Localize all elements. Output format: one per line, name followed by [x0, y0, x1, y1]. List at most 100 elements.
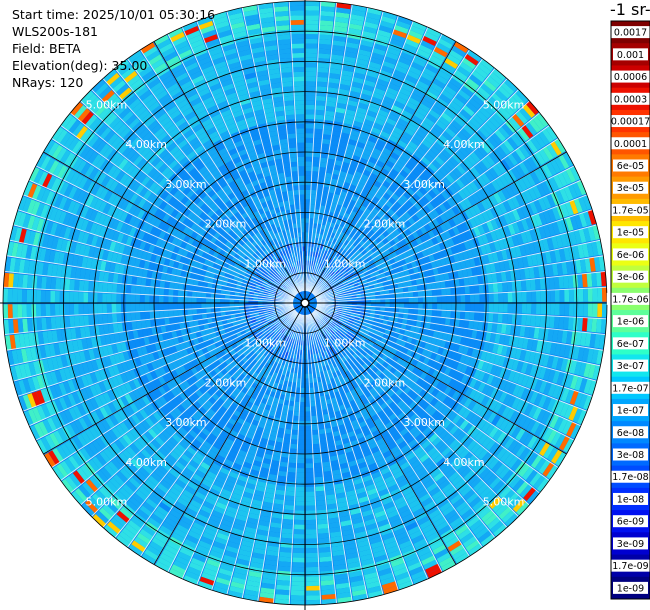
range-gate	[328, 258, 334, 264]
range-gate	[555, 189, 565, 204]
range-gate	[364, 144, 374, 152]
range-gate	[560, 203, 570, 218]
range-gate	[374, 118, 385, 126]
range-gate	[416, 314, 423, 321]
range-gate	[434, 74, 448, 85]
range-gate	[415, 106, 428, 117]
range-gate	[316, 223, 322, 230]
range-gate	[316, 81, 328, 87]
range-gate	[413, 308, 419, 315]
range-gate	[395, 20, 411, 30]
range-gate	[352, 269, 358, 275]
range-gate	[437, 266, 444, 274]
range-gate	[328, 187, 336, 194]
range-gate	[380, 303, 386, 307]
range-gate	[469, 285, 475, 294]
range-gate	[323, 250, 328, 256]
range-gate	[308, 297, 313, 301]
range-gate	[361, 242, 368, 250]
range-gate	[548, 176, 559, 191]
range-gate	[317, 273, 322, 279]
range-gate	[352, 280, 358, 285]
range-gate	[417, 198, 426, 208]
range-gate	[391, 73, 404, 83]
range-gate	[464, 208, 473, 219]
range-gate	[474, 303, 480, 312]
range-gate	[488, 151, 500, 164]
range-gate	[549, 276, 555, 290]
range-gate	[298, 425, 305, 431]
range-gate	[465, 77, 480, 90]
range-gate	[381, 126, 393, 135]
range-gate	[439, 222, 448, 232]
range-gate	[324, 206, 331, 212]
range-gate	[554, 289, 560, 302]
range-gate	[466, 169, 477, 181]
range-gate	[537, 197, 547, 211]
range-gate	[503, 225, 512, 237]
range-gate	[342, 123, 352, 130]
range-gate	[538, 211, 547, 225]
range-gate	[366, 255, 373, 262]
range-gate	[292, 557, 305, 563]
range-gate	[488, 293, 494, 303]
range-gate	[471, 70, 486, 83]
range-gate	[443, 85, 457, 97]
range-gate	[354, 67, 367, 75]
range-gate	[285, 495, 295, 501]
range-gate	[456, 213, 465, 224]
range-gate	[475, 246, 483, 256]
range-gate	[305, 251, 308, 256]
range-gate	[314, 204, 321, 210]
range-gate	[348, 281, 354, 286]
range-gate	[478, 255, 485, 265]
ray	[305, 89, 529, 303]
range-gate	[375, 160, 385, 168]
range-gate	[530, 314, 536, 327]
range-gate	[298, 435, 305, 440]
range-gate	[312, 161, 320, 167]
range-gate	[436, 295, 442, 303]
range-gate	[399, 194, 408, 203]
range-gate	[498, 238, 506, 250]
range-gate	[306, 552, 319, 558]
range-gate	[420, 121, 432, 131]
range-gate	[514, 245, 522, 257]
range-gate	[317, 62, 330, 69]
range-gate	[418, 76, 432, 86]
range-gate	[453, 116, 466, 127]
range-gate	[408, 297, 414, 303]
range-gate	[511, 150, 523, 164]
range-gate	[379, 196, 388, 204]
range-gate	[526, 156, 538, 170]
range-gate	[468, 97, 481, 110]
range-gate	[534, 133, 546, 148]
range-gate	[330, 54, 344, 61]
range-gate	[403, 308, 409, 314]
range-gate	[344, 46, 358, 54]
range-gate	[453, 41, 469, 53]
range-gate	[451, 205, 460, 216]
range-gate	[467, 195, 477, 206]
range-gate	[315, 233, 320, 239]
range-gate	[465, 101, 478, 113]
range-gate	[307, 295, 311, 300]
range-gate	[314, 119, 324, 125]
range-gate	[408, 65, 422, 76]
range-gate	[346, 143, 356, 151]
range-gate	[425, 27, 441, 38]
range-gate	[305, 62, 317, 68]
range-gate	[348, 256, 354, 262]
range-gate	[455, 294, 461, 303]
range-gate	[324, 177, 331, 183]
range-gate	[341, 249, 347, 256]
range-gate	[412, 266, 419, 274]
range-gate	[324, 287, 330, 292]
range-gate	[278, 565, 292, 572]
range-gate	[326, 262, 331, 268]
range-gate	[525, 279, 532, 291]
range-gate	[483, 138, 495, 151]
range-gate	[324, 286, 329, 291]
range-gate	[364, 114, 376, 123]
range-gate	[345, 192, 353, 200]
